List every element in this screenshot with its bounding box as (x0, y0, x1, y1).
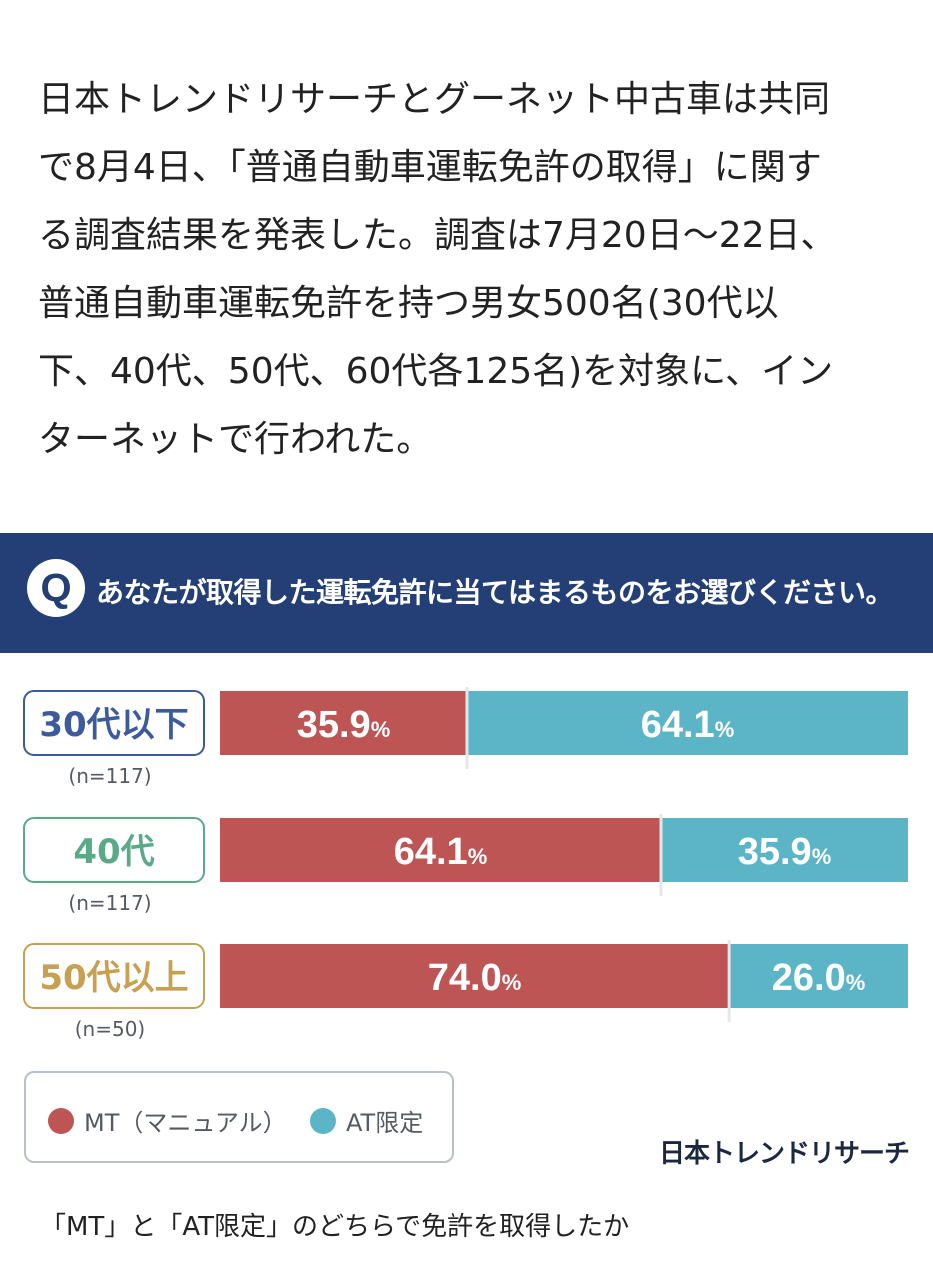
stacked-bar-chart: 30代以下 (n=117) 35.9% 64.1% 40代 (n=117) 64.1% 35.… (23, 687, 908, 1041)
intro-line: ターネットで行われた。 (38, 419, 433, 460)
sample-size-label: (n=117) (68, 891, 151, 915)
bar-segment-mt (220, 944, 730, 1008)
question-text: あなたが取得した運転免許に当てはまるものをお選びください。 (96, 576, 893, 609)
question-badge: Q (27, 559, 85, 617)
survey-figure: Q あなたが取得した運転免許に当てはまるものをお選びください。 30代以下 (n=… (0, 533, 933, 1193)
legend-label-mt: MT（マニュアル） (84, 1109, 287, 1137)
intro-line: 下、40代、50代、60代各125名)を対象に、イン (38, 351, 834, 392)
intro-line: 日本トレンドリサーチとグーネット中古車は共同 (38, 79, 831, 120)
legend-swatch-mt (48, 1107, 74, 1134)
legend-item-at: AT限定 (310, 1103, 423, 1138)
bar-segment-at (466, 691, 908, 755)
category-label: 40代 (73, 832, 154, 872)
intro-line: で8月4日、「普通自動車運転免許の取得」に関す (38, 147, 822, 188)
legend-item-mt: MT（マニュアル） (48, 1103, 287, 1138)
data-label: 35.9% (297, 704, 391, 746)
category-label-box (23, 817, 205, 883)
intro-line: る調査結果を発表した。調査は7月20日〜22日、 (38, 215, 837, 256)
category-label-box (23, 943, 205, 1009)
bar-segment-at (661, 818, 908, 882)
bar-segment-mt (220, 818, 662, 882)
data-label: 64.1% (394, 831, 488, 873)
category-label-box (23, 690, 205, 756)
question-banner: Q あなたが取得した運転免許に当てはまるものをお選びください。 (0, 533, 933, 653)
chart-legend: MT（マニュアル） AT限定 (24, 1071, 454, 1163)
sample-size-label: (n=117) (68, 764, 151, 788)
intro-line: 普通自動車運転免許を持つ男女500名(30代以 (38, 283, 779, 324)
category-label: 50代以上 (39, 958, 188, 998)
figure-caption: 「MT」と「AT限定」のどちらで免許を取得したか (40, 1212, 630, 1242)
intro-paragraph: 日本トレンドリサーチとグーネット中古車は共同 で8月4日、「普通自動車運転免許の… (38, 66, 898, 474)
data-label: 74.0% (428, 957, 522, 999)
publisher-logo: 日本トレンドリサーチ (658, 1139, 910, 1169)
data-label: 64.1% (641, 704, 735, 746)
data-label: 35.9% (738, 831, 832, 873)
bar-segment-at (729, 944, 908, 1008)
legend-label-at: AT限定 (346, 1109, 424, 1137)
sample-size-label: (n=50) (75, 1017, 146, 1041)
category-label: 30代以下 (39, 705, 188, 745)
bar-segment-mt (220, 691, 467, 755)
data-label: 26.0% (772, 957, 866, 999)
legend-swatch-at (310, 1107, 336, 1134)
